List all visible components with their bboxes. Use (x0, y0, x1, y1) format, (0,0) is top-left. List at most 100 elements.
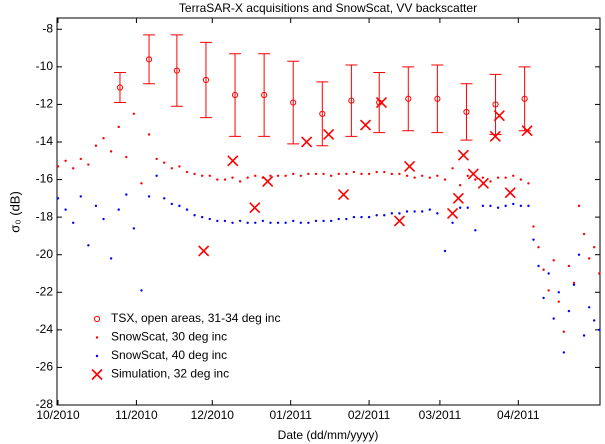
cross-marker (457, 149, 469, 161)
dot-marker (329, 219, 333, 223)
dot-marker (292, 172, 295, 176)
dot-marker (345, 217, 348, 221)
circle-marker (463, 108, 470, 116)
dot-marker (360, 215, 363, 219)
dot-marker (567, 264, 571, 268)
dot-marker (185, 208, 189, 211)
dot-marker (185, 170, 189, 174)
dot-marker (577, 204, 581, 208)
y-tick-label: -24 (36, 322, 54, 336)
dot-marker (178, 204, 181, 208)
dot-marker (367, 215, 371, 219)
dot-marker (223, 178, 227, 181)
dot-marker (56, 165, 60, 168)
dot-marker (496, 206, 500, 209)
dot-marker (547, 272, 550, 275)
cross-marker (521, 125, 533, 137)
dot-marker (405, 210, 409, 213)
cross-marker (249, 202, 261, 214)
cross-marker (403, 160, 416, 172)
dot-marker (132, 227, 136, 230)
dot-marker (284, 221, 287, 224)
dot-marker (405, 174, 409, 178)
dot-marker (598, 328, 601, 332)
dot-marker (542, 268, 545, 271)
dot-marker (71, 221, 75, 224)
circle-marker (261, 91, 268, 99)
dot-marker (562, 330, 566, 333)
error-bar (143, 34, 156, 85)
cross-marker (323, 128, 335, 141)
dot-marker (64, 159, 67, 162)
x-axis-label: Date (dd/mm/yyyy) (278, 428, 379, 442)
dot-marker (390, 172, 394, 176)
dot-marker (322, 219, 325, 223)
dot-marker (307, 172, 310, 176)
dot-marker (466, 206, 469, 209)
dot-marker (527, 182, 530, 185)
y-tick-label: -28 (36, 397, 54, 411)
dot-marker (200, 215, 204, 219)
dot-marker (443, 178, 447, 181)
circle-marker (319, 110, 326, 117)
dot-marker (155, 157, 158, 161)
dot-marker (238, 180, 242, 183)
dot-marker (140, 289, 143, 292)
dot-marker (117, 125, 120, 129)
dot-marker (117, 208, 120, 211)
cross-marker (504, 187, 516, 199)
dot-marker (421, 210, 424, 213)
y-tick-label: -20 (36, 247, 54, 261)
dot-marker (413, 210, 416, 213)
dot-marker (102, 217, 105, 221)
dot-marker (292, 219, 295, 223)
dot-marker (193, 172, 196, 176)
dot-marker (413, 176, 416, 179)
dot-marker (102, 137, 105, 140)
legend-marker (95, 336, 99, 339)
dot-marker (284, 174, 287, 178)
dot-marker (238, 219, 242, 223)
dot-marker (314, 219, 318, 223)
dot-marker (254, 221, 257, 224)
dot-marker (94, 144, 98, 147)
dot-marker (200, 174, 204, 178)
error-bar (316, 81, 329, 147)
dot-marker (299, 174, 303, 178)
dot-marker (512, 202, 515, 206)
cross-marker (493, 110, 505, 122)
error-bar (431, 64, 444, 134)
cross-marker (375, 96, 388, 109)
dot-marker (140, 182, 143, 185)
dot-marker (163, 161, 166, 164)
dot-marker (246, 221, 249, 224)
dot-marker (436, 174, 439, 178)
dot-marker (147, 133, 151, 136)
circle-marker (145, 56, 153, 63)
circle-marker (521, 95, 528, 102)
circle-marker (202, 76, 210, 84)
dot-marker (208, 174, 211, 178)
dot-marker (125, 193, 128, 196)
circle-marker (231, 91, 239, 99)
legend-marker (95, 354, 99, 358)
dot-marker (398, 172, 401, 176)
dot-marker (375, 214, 378, 217)
dot-marker (87, 244, 90, 247)
dot-marker (56, 197, 60, 200)
cross-marker (262, 175, 274, 188)
dot-marker (598, 272, 601, 275)
circle-marker (348, 97, 355, 104)
legend-label: Simulation, 32 deg inc (111, 367, 229, 381)
dot-marker (94, 204, 98, 208)
y-tick-label: -14 (36, 134, 54, 148)
dot-marker (519, 204, 523, 208)
x-tick-label: 10/2010 (36, 408, 80, 422)
dot-marker (367, 172, 371, 176)
dot-marker (254, 174, 257, 178)
dot-marker (489, 204, 492, 208)
dot-marker (436, 212, 439, 215)
dot-marker (532, 225, 535, 228)
